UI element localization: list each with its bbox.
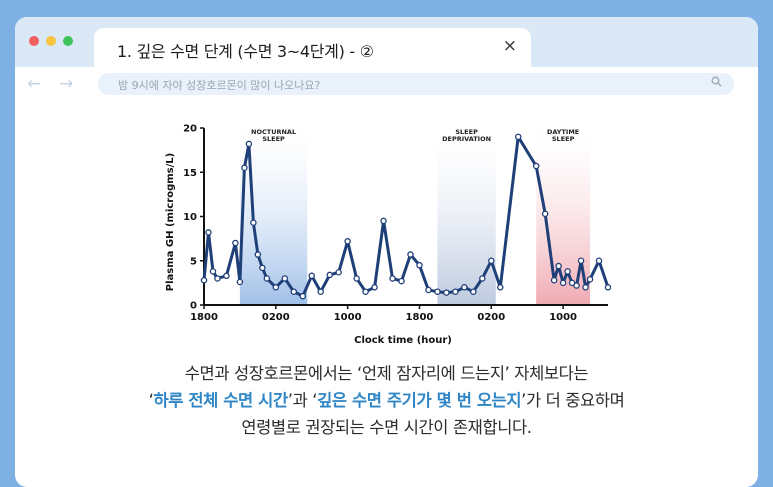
data-point	[362, 288, 369, 295]
data-point	[541, 210, 549, 218]
data-point	[290, 288, 298, 295]
page-content: NOCTURNAL SLEEP SLEEP DEPRIVATION DAYTIME SLE…	[15, 105, 758, 487]
data-point	[236, 278, 244, 286]
data-point	[577, 257, 585, 264]
data-point	[223, 272, 230, 280]
data-point	[443, 289, 450, 296]
data-point	[380, 217, 387, 225]
data-point	[317, 288, 324, 295]
x-tick-label: 1800	[190, 312, 218, 323]
active-tab[interactable]: 1. 깊은 수면 단계 (수면 3~4단계) - ② ×	[94, 28, 531, 67]
data-point	[555, 262, 562, 270]
data-point	[532, 162, 540, 170]
data-point	[308, 272, 315, 280]
caption-text: ’가 더 중요하며	[521, 391, 625, 410]
data-point	[595, 257, 603, 264]
data-point	[263, 275, 271, 282]
data-point	[604, 284, 611, 291]
data-point	[407, 251, 414, 258]
band-label: SLEEP	[552, 135, 575, 143]
data-point	[389, 275, 396, 282]
data-point	[200, 276, 208, 284]
title-bar: 1. 깊은 수면 단계 (수면 3~4단계) - ② ×	[15, 17, 758, 67]
x-axis-label: Clock time (hour)	[354, 335, 452, 346]
band-label: SLEEP	[262, 135, 285, 143]
caption-line-3: 연령별로 권장되는 수면 시간이 존재합니다.	[241, 418, 532, 437]
data-point	[254, 251, 262, 258]
close-window-dot[interactable]	[29, 36, 39, 46]
data-point	[353, 275, 360, 282]
forward-arrow-icon[interactable]: →	[59, 74, 74, 94]
data-point	[461, 284, 468, 291]
data-point	[488, 257, 495, 264]
y-tick-label: 10	[183, 212, 197, 223]
y-tick-label: 15	[183, 168, 197, 179]
browser-window: 1. 깊은 수면 단계 (수면 3~4단계) - ② × ← → 밤 9시에 자…	[15, 17, 758, 487]
x-tick-label: 1000	[549, 312, 577, 323]
data-point	[559, 279, 567, 287]
data-point	[582, 284, 589, 291]
data-point	[344, 238, 351, 245]
data-point	[326, 271, 333, 279]
data-point	[573, 282, 580, 289]
data-point	[371, 284, 378, 291]
band-label: DAYTIME	[547, 128, 579, 136]
maximize-window-dot[interactable]	[63, 36, 73, 46]
band-label: SLEEP	[455, 128, 478, 136]
caption-text: ’과 ‘	[287, 391, 318, 410]
data-point	[232, 239, 239, 247]
back-arrow-icon[interactable]: ←	[27, 74, 42, 94]
highlight-total-sleep: 하루 전체 수면 시간	[153, 391, 288, 410]
shaded-band	[437, 128, 496, 305]
x-tick-label: 0200	[477, 312, 505, 323]
data-point	[470, 288, 477, 295]
data-point	[497, 284, 504, 291]
address-text: 밤 9시에 자야 성장호르몬이 많이 나오나요?	[118, 79, 321, 92]
x-tick-label: 0200	[262, 312, 290, 323]
data-point	[452, 288, 459, 295]
data-point	[434, 288, 441, 295]
toolbar: ← → 밤 9시에 자야 성장호르몬이 많이 나오나요?	[15, 67, 758, 105]
band-label: DEPRIVATION	[442, 135, 491, 143]
band-label: NOCTURNAL	[251, 128, 296, 136]
caption-line-2: ‘하루 전체 수면 시간’과 ‘깊은 수면 주기가 몇 번 오는지’가 더 중요…	[15, 387, 758, 414]
data-point	[281, 275, 289, 282]
growth-hormone-chart: NOCTURNALSLEEPSLEEPDEPRIVATIONDAYTIMESLE…	[163, 115, 611, 349]
data-point	[416, 261, 423, 269]
data-point	[250, 219, 257, 226]
data-point	[214, 275, 221, 282]
data-point	[209, 268, 217, 275]
data-point	[586, 276, 594, 283]
data-point	[564, 268, 571, 275]
address-bar[interactable]: 밤 9시에 자야 성장호르몬이 많이 나오나요?	[98, 73, 734, 95]
y-axis-label: Plasma GH (microgms/L)	[165, 153, 176, 291]
minimize-window-dot[interactable]	[46, 36, 56, 46]
caption-text: ‘	[148, 391, 154, 410]
data-point	[425, 286, 432, 294]
data-point	[241, 164, 248, 172]
tab-title: 1. 깊은 수면 단계 (수면 3~4단계) - ②	[117, 42, 374, 61]
caption-line-1: 수면과 성장호르몬에서는 ‘언제 잠자리에 드는지’ 자체보다는	[184, 364, 589, 383]
data-point	[259, 264, 266, 272]
data-point	[272, 284, 280, 291]
data-point	[514, 133, 522, 141]
y-tick-label: 5	[190, 256, 197, 267]
data-point	[568, 279, 576, 287]
data-point	[299, 292, 307, 300]
caption: 수면과 성장호르몬에서는 ‘언제 잠자리에 드는지’ 자체보다는 ‘하루 전체 …	[15, 360, 758, 441]
data-point	[205, 229, 212, 236]
y-tick-label: 20	[183, 124, 197, 135]
y-tick-label: 0	[190, 301, 197, 312]
data-point	[398, 277, 405, 285]
x-tick-label: 1000	[334, 312, 362, 323]
data-point	[335, 269, 342, 276]
data-point	[245, 140, 253, 148]
data-point	[550, 276, 558, 284]
search-icon[interactable]	[711, 76, 722, 90]
x-tick-label: 1800	[406, 312, 434, 323]
highlight-deep-sleep-cycles: 깊은 수면 주기가 몇 번 오는지	[317, 391, 522, 410]
close-icon[interactable]: ×	[502, 36, 517, 56]
data-point	[479, 275, 486, 282]
